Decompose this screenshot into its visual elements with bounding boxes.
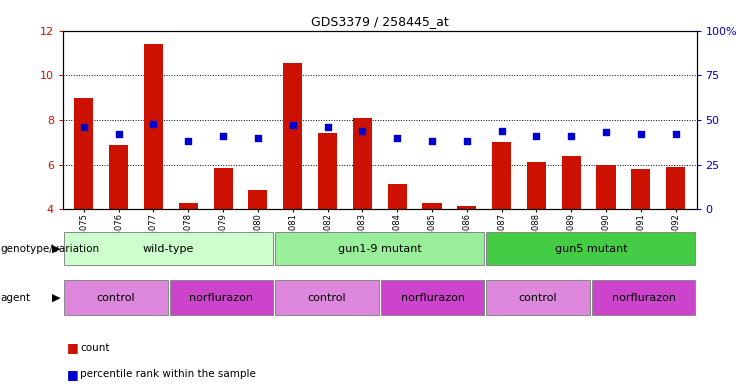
Text: ■: ■ (67, 368, 79, 381)
Point (147, 121, 159, 127)
Text: norflurazon: norflurazon (401, 293, 465, 303)
Text: control: control (308, 293, 346, 303)
Bar (666, 167, 685, 209)
Bar (275, 232, 485, 265)
Bar (74, 98, 93, 209)
Point (670, 131, 682, 137)
Bar (248, 190, 268, 209)
Point (565, 133, 577, 139)
Bar (486, 232, 696, 265)
Text: ▶: ▶ (53, 293, 61, 303)
Bar (275, 280, 379, 315)
Text: wild-type: wild-type (143, 243, 194, 254)
Bar (109, 144, 128, 209)
Bar (527, 162, 546, 209)
Point (461, 138, 473, 144)
Text: count: count (80, 343, 110, 353)
Point (182, 138, 194, 144)
Point (426, 138, 438, 144)
Bar (179, 203, 198, 209)
Point (113, 131, 124, 137)
Text: control: control (96, 293, 135, 303)
Bar (353, 118, 372, 209)
Text: gun5 mutant: gun5 mutant (554, 243, 628, 254)
Bar (486, 280, 590, 315)
Text: norflurazon: norflurazon (612, 293, 676, 303)
Text: genotype/variation: genotype/variation (1, 243, 100, 254)
Bar (562, 156, 581, 209)
Text: ■: ■ (67, 341, 79, 354)
Text: gun1-9 mutant: gun1-9 mutant (338, 243, 422, 254)
Bar (64, 280, 167, 315)
Point (252, 135, 264, 141)
Point (531, 133, 542, 139)
Bar (422, 203, 442, 209)
Point (600, 129, 612, 136)
Bar (318, 133, 337, 209)
Text: norflurazon: norflurazon (190, 293, 253, 303)
Bar (631, 169, 651, 209)
Point (78, 124, 90, 130)
Point (287, 122, 299, 128)
Point (322, 124, 333, 130)
Text: control: control (519, 293, 557, 303)
Bar (388, 184, 407, 209)
Bar (64, 232, 273, 265)
Point (496, 127, 508, 134)
Text: ▶: ▶ (53, 243, 61, 254)
Bar (283, 63, 302, 209)
Bar (170, 280, 273, 315)
Bar (592, 280, 696, 315)
Point (356, 127, 368, 134)
Bar (597, 165, 616, 209)
Bar (144, 44, 163, 209)
Bar (492, 142, 511, 209)
Point (217, 133, 229, 139)
Point (391, 135, 403, 141)
Bar (213, 168, 233, 209)
Text: percentile rank within the sample: percentile rank within the sample (80, 369, 256, 379)
Point (635, 131, 647, 137)
Bar (381, 280, 485, 315)
Title: GDS3379 / 258445_at: GDS3379 / 258445_at (311, 15, 448, 28)
Bar (457, 206, 476, 209)
Text: agent: agent (1, 293, 31, 303)
